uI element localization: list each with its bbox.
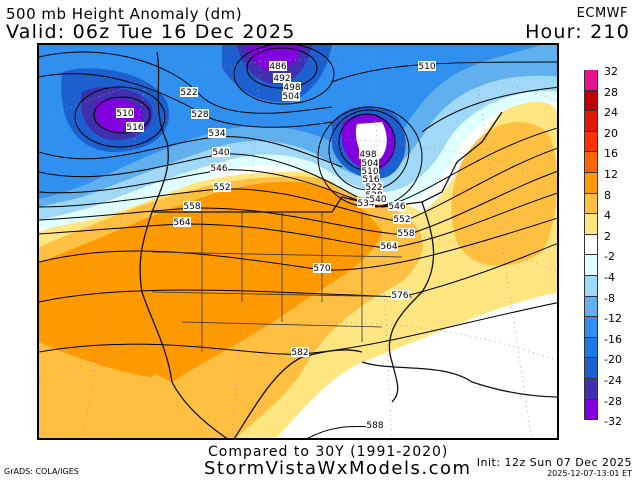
contour-label: 582 bbox=[291, 348, 308, 358]
colorbar-tick-label: -24 bbox=[604, 374, 622, 387]
colorbar-segment bbox=[584, 111, 598, 132]
colorbar-tick-label: -2 bbox=[604, 250, 615, 264]
colorbar-tick-label: 32 bbox=[604, 65, 618, 78]
chart-title: 500 mb Height Anomaly (dm) bbox=[6, 5, 243, 23]
contour-label: 552 bbox=[393, 215, 410, 225]
site-watermark: StormVistaWxModels.com bbox=[204, 458, 472, 479]
colorbar-tick-label: 16 bbox=[604, 147, 618, 161]
colorbar-segment bbox=[584, 296, 598, 318]
contour-label: 498 bbox=[283, 83, 300, 93]
colorbar-segment bbox=[584, 275, 598, 297]
colorbar-tick-label: 20 bbox=[604, 126, 618, 140]
contour-label: 552 bbox=[213, 183, 230, 193]
contour-label: 570 bbox=[313, 264, 330, 274]
model-name: ECMWF bbox=[576, 6, 628, 21]
contour-label: 546 bbox=[388, 202, 405, 212]
contour-label: 576 bbox=[391, 291, 408, 301]
contour-label: 516 bbox=[126, 123, 143, 133]
contour-label: 498 bbox=[359, 150, 376, 160]
init-time: Init: 12z Sun 07 Dec 2025 bbox=[476, 456, 632, 469]
contour-label: 492 bbox=[273, 74, 290, 84]
contour-label: 510 bbox=[418, 62, 435, 72]
colorbar-segment bbox=[584, 358, 598, 379]
colorbar-tick-label: -8 bbox=[604, 291, 615, 305]
contour-label: 486 bbox=[269, 62, 286, 72]
generated-timestamp: 2025-12-07-13:01 ET bbox=[547, 469, 632, 478]
contour-label: 546 bbox=[210, 164, 227, 174]
contour-label: 516 bbox=[362, 175, 379, 185]
colorbar-segment bbox=[584, 337, 598, 359]
contour-label: 564 bbox=[173, 218, 190, 228]
colorbar-segment bbox=[584, 152, 598, 173]
colorbar-segment bbox=[584, 172, 598, 194]
colorbar-segment bbox=[584, 70, 598, 91]
colorbar-tick-label: 2 bbox=[604, 229, 611, 243]
contour-label: 534 bbox=[357, 199, 374, 209]
anomaly-map: 510 516 522 528 534 540 546 552 558 564 486 492 498 5… bbox=[37, 43, 559, 440]
contour-label: 540 bbox=[369, 195, 386, 205]
colorbar-bottom-arrow bbox=[584, 420, 598, 437]
colorbar-segment bbox=[584, 255, 598, 276]
colorbar-tick-label: -28 bbox=[604, 394, 622, 408]
colorbar-segment bbox=[584, 317, 598, 338]
colorbar-segment bbox=[584, 214, 598, 235]
colorbar-tick-label: -12 bbox=[604, 312, 622, 326]
contour-label: 558 bbox=[397, 229, 414, 239]
contour-label: 504 bbox=[282, 92, 299, 102]
colorbar-segment bbox=[584, 378, 598, 400]
contour-label: 564 bbox=[380, 242, 397, 252]
climatology-note: Compared to 30Y (1991-2020) bbox=[208, 444, 449, 460]
colorbar-tick-label: -20 bbox=[604, 353, 622, 367]
valid-time: Valid: 06z Tue 16 Dec 2025 bbox=[6, 21, 296, 43]
contour-label: 540 bbox=[212, 148, 229, 158]
contour-label: 558 bbox=[183, 202, 200, 212]
contour-label: 534 bbox=[208, 129, 225, 139]
contour-label: 528 bbox=[191, 110, 208, 120]
colorbar bbox=[584, 52, 598, 437]
colorbar-segment bbox=[584, 90, 598, 112]
colorbar-tick-label: 12 bbox=[604, 168, 618, 181]
colorbar-tick-label: 4 bbox=[604, 209, 611, 223]
colorbar-tick-label: 28 bbox=[604, 85, 618, 99]
colorbar-tick-label: -4 bbox=[604, 271, 615, 284]
contour-label: 588 bbox=[366, 421, 383, 431]
contour-label: 522 bbox=[365, 183, 382, 193]
colorbar-tick-label: 24 bbox=[604, 106, 618, 120]
colorbar-tick-label: -16 bbox=[604, 332, 622, 346]
contour-label: 504 bbox=[361, 159, 378, 169]
colorbar-top-arrow bbox=[584, 52, 598, 70]
colorbar-segment bbox=[584, 234, 598, 256]
forecast-hour: Hour: 210 bbox=[525, 21, 630, 43]
contour-label: 522 bbox=[180, 88, 197, 98]
colorbar-tick-label: -32 bbox=[604, 415, 622, 429]
colorbar-tick-label: 8 bbox=[604, 188, 611, 202]
colorbar-segment bbox=[584, 193, 598, 215]
contour-label: 510 bbox=[361, 167, 378, 177]
colorbar-segment bbox=[584, 131, 598, 153]
contour-label: 510 bbox=[116, 109, 133, 119]
grads-credit: GrADS: COLA/IGES bbox=[4, 467, 79, 476]
colorbar-segment bbox=[584, 399, 598, 421]
